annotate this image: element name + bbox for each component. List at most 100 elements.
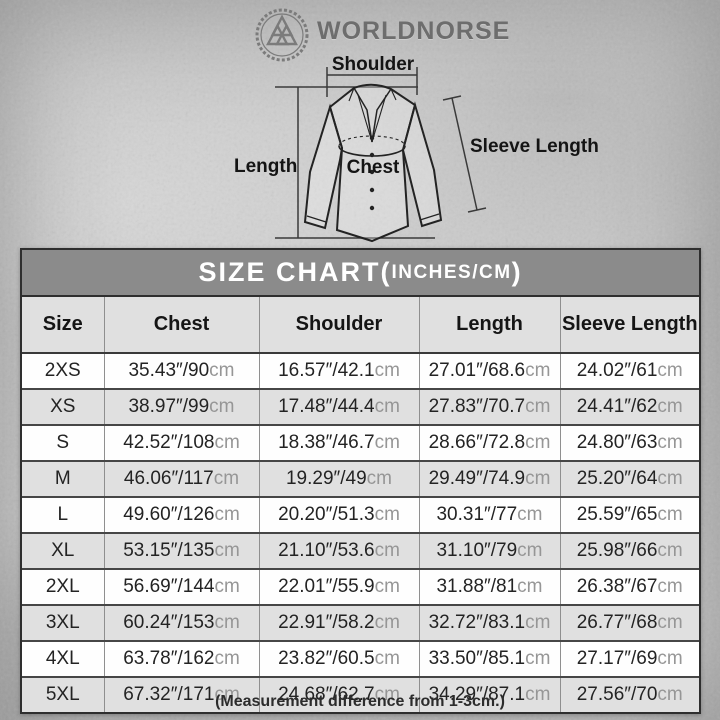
unit-suffix: cm: [525, 684, 551, 705]
sleeve-length-label: Sleeve Length: [470, 136, 599, 157]
size-cell: M: [22, 460, 104, 497]
unit-suffix: cm: [374, 612, 400, 633]
brand-name: WORLDNORSE: [317, 17, 511, 45]
unit-suffix: cm: [657, 504, 683, 525]
col-header-length: Length: [418, 297, 560, 354]
title-unit: INCHES/CM: [391, 261, 512, 283]
length-cell: 34.29″/87.1cm: [418, 676, 560, 712]
unit-suffix: cm: [657, 648, 683, 669]
size-table-body: 2XS 35.43″/90cm 16.57″/42.1cm 27.01″/68.6cm…: [22, 353, 699, 712]
table-row: 2XL 56.69″/144cm 22.01″/55.9cm 31.88″/81cm 2…: [22, 568, 699, 605]
unit-suffix: cm: [657, 396, 683, 417]
sleeve-cell: 26.38″/67cm: [559, 568, 699, 605]
table-row: XL 53.15″/135cm 21.10″/53.6cm 31.10″/79cm 25…: [22, 532, 699, 569]
unit-suffix: cm: [214, 684, 240, 705]
unit-suffix: cm: [517, 504, 543, 525]
unit-suffix: cm: [657, 576, 683, 597]
unit-suffix: cm: [657, 684, 683, 705]
shoulder-cell: 22.91″/58.2cm: [258, 604, 419, 641]
chest-cell: 35.43″/90cm: [103, 353, 259, 389]
chest-cell: 53.15″/135cm: [103, 532, 259, 569]
shoulder-cell: 17.48″/44.4cm: [258, 388, 419, 425]
shoulder-cell: 18.38″/46.7cm: [258, 424, 419, 461]
chest-cell: 38.97″/99cm: [103, 388, 259, 425]
shoulder-label: Shoulder: [331, 54, 415, 75]
unit-suffix: cm: [517, 576, 543, 597]
chest-cell: 42.52″/108cm: [103, 424, 259, 461]
table-row: 4XL 63.78″/162cm 23.82″/60.5cm 33.50″/85.1c…: [22, 640, 699, 677]
table-row: L 49.60″/126cm 20.20″/51.3cm 30.31″/77cm 25.…: [22, 496, 699, 533]
table-row: 2XS 35.43″/90cm 16.57″/42.1cm 27.01″/68.6cm…: [22, 353, 699, 389]
unit-suffix: cm: [374, 504, 400, 525]
length-cell: 28.66″/72.8cm: [418, 424, 560, 461]
col-header-sleeve: Sleeve Length: [559, 297, 699, 354]
title-main: SIZE CHART(: [198, 257, 392, 287]
shoulder-cell: 23.82″/60.5cm: [258, 640, 419, 677]
length-cell: 27.83″/70.7cm: [418, 388, 560, 425]
header-row: Size Chest Shoulder Length Sleeve Length: [22, 297, 699, 354]
chest-cell: 49.60″/126cm: [103, 496, 259, 533]
table-row: 3XL 60.24″/153cm 22.91″/58.2cm 32.72″/83.1c…: [22, 604, 699, 641]
unit-suffix: cm: [374, 684, 400, 705]
unit-suffix: cm: [525, 432, 551, 453]
sleeve-cell: 25.20″/64cm: [559, 460, 699, 497]
size-cell: 4XL: [22, 640, 104, 677]
unit-suffix: cm: [657, 612, 683, 633]
unit-suffix: cm: [374, 396, 400, 417]
sleeve-cell: 25.98″/66cm: [559, 532, 699, 569]
shoulder-cell: 19.29″/49cm: [258, 460, 419, 497]
chest-cell: 60.24″/153cm: [103, 604, 259, 641]
unit-suffix: cm: [374, 576, 400, 597]
unit-suffix: cm: [525, 612, 551, 633]
size-cell: XS: [22, 388, 104, 425]
unit-suffix: cm: [366, 468, 392, 489]
col-header-size: Size: [22, 297, 104, 354]
sleeve-cell: 27.56″/70cm: [559, 676, 699, 712]
sleeve-cell: 24.41″/62cm: [559, 388, 699, 425]
unit-suffix: cm: [657, 540, 683, 561]
unit-suffix: cm: [525, 396, 551, 417]
shoulder-cell: 16.57″/42.1cm: [258, 353, 419, 389]
brand-header: WORLDNORSE: [0, 0, 720, 66]
unit-suffix: cm: [214, 540, 240, 561]
shirt-measurement-diagram: [275, 67, 487, 243]
unit-suffix: cm: [374, 540, 400, 561]
unit-suffix: cm: [517, 540, 543, 561]
chest-cell: 46.06″/117cm: [103, 460, 259, 497]
length-label: Length: [234, 156, 298, 177]
shoulder-cell: 24.68″/62.7cm: [258, 676, 419, 712]
unit-suffix: cm: [209, 360, 235, 381]
unit-suffix: cm: [525, 648, 551, 669]
length-cell: 31.88″/81cm: [418, 568, 560, 605]
sleeve-cell: 26.77″/68cm: [559, 604, 699, 641]
unit-suffix: cm: [213, 468, 240, 489]
dimension-lines: [275, 67, 487, 239]
col-header-chest: Chest: [103, 297, 259, 354]
length-cell: 27.01″/68.6cm: [418, 353, 560, 389]
chest-cell: 63.78″/162cm: [103, 640, 259, 677]
valknut-logo-icon: [255, 8, 309, 62]
size-cell: S: [22, 424, 104, 461]
length-cell: 30.31″/77cm: [418, 496, 560, 533]
table-row: 5XL 67.32″/171cm 24.68″/62.7cm 34.29″/87.1c…: [22, 676, 699, 712]
sleeve-dimension-line: [451, 97, 478, 211]
unit-suffix: cm: [374, 648, 400, 669]
size-cell: 5XL: [22, 676, 104, 712]
unit-suffix: cm: [374, 432, 400, 453]
unit-suffix: cm: [209, 396, 235, 417]
size-chart-title: SIZE CHART(INCHES/CM): [22, 250, 699, 297]
table-row: XS 38.97″/99cm 17.48″/44.4cm 27.83″/70.7cm 2…: [22, 388, 699, 425]
size-cell: L: [22, 496, 104, 533]
unit-suffix: cm: [657, 360, 683, 381]
table-row: M 46.06″/117cm 19.29″/49cm 29.49″/74.9cm 25.…: [22, 460, 699, 497]
unit-suffix: cm: [214, 504, 240, 525]
title-close: ): [511, 257, 523, 287]
sleeve-cell: 24.02″/61cm: [559, 353, 699, 389]
chest-cell: 67.32″/171cm: [103, 676, 259, 712]
chest-label: Chest: [346, 157, 400, 178]
unit-suffix: cm: [525, 468, 551, 489]
unit-suffix: cm: [214, 612, 240, 633]
shoulder-cell: 20.20″/51.3cm: [258, 496, 419, 533]
size-cell: 2XS: [22, 353, 104, 389]
